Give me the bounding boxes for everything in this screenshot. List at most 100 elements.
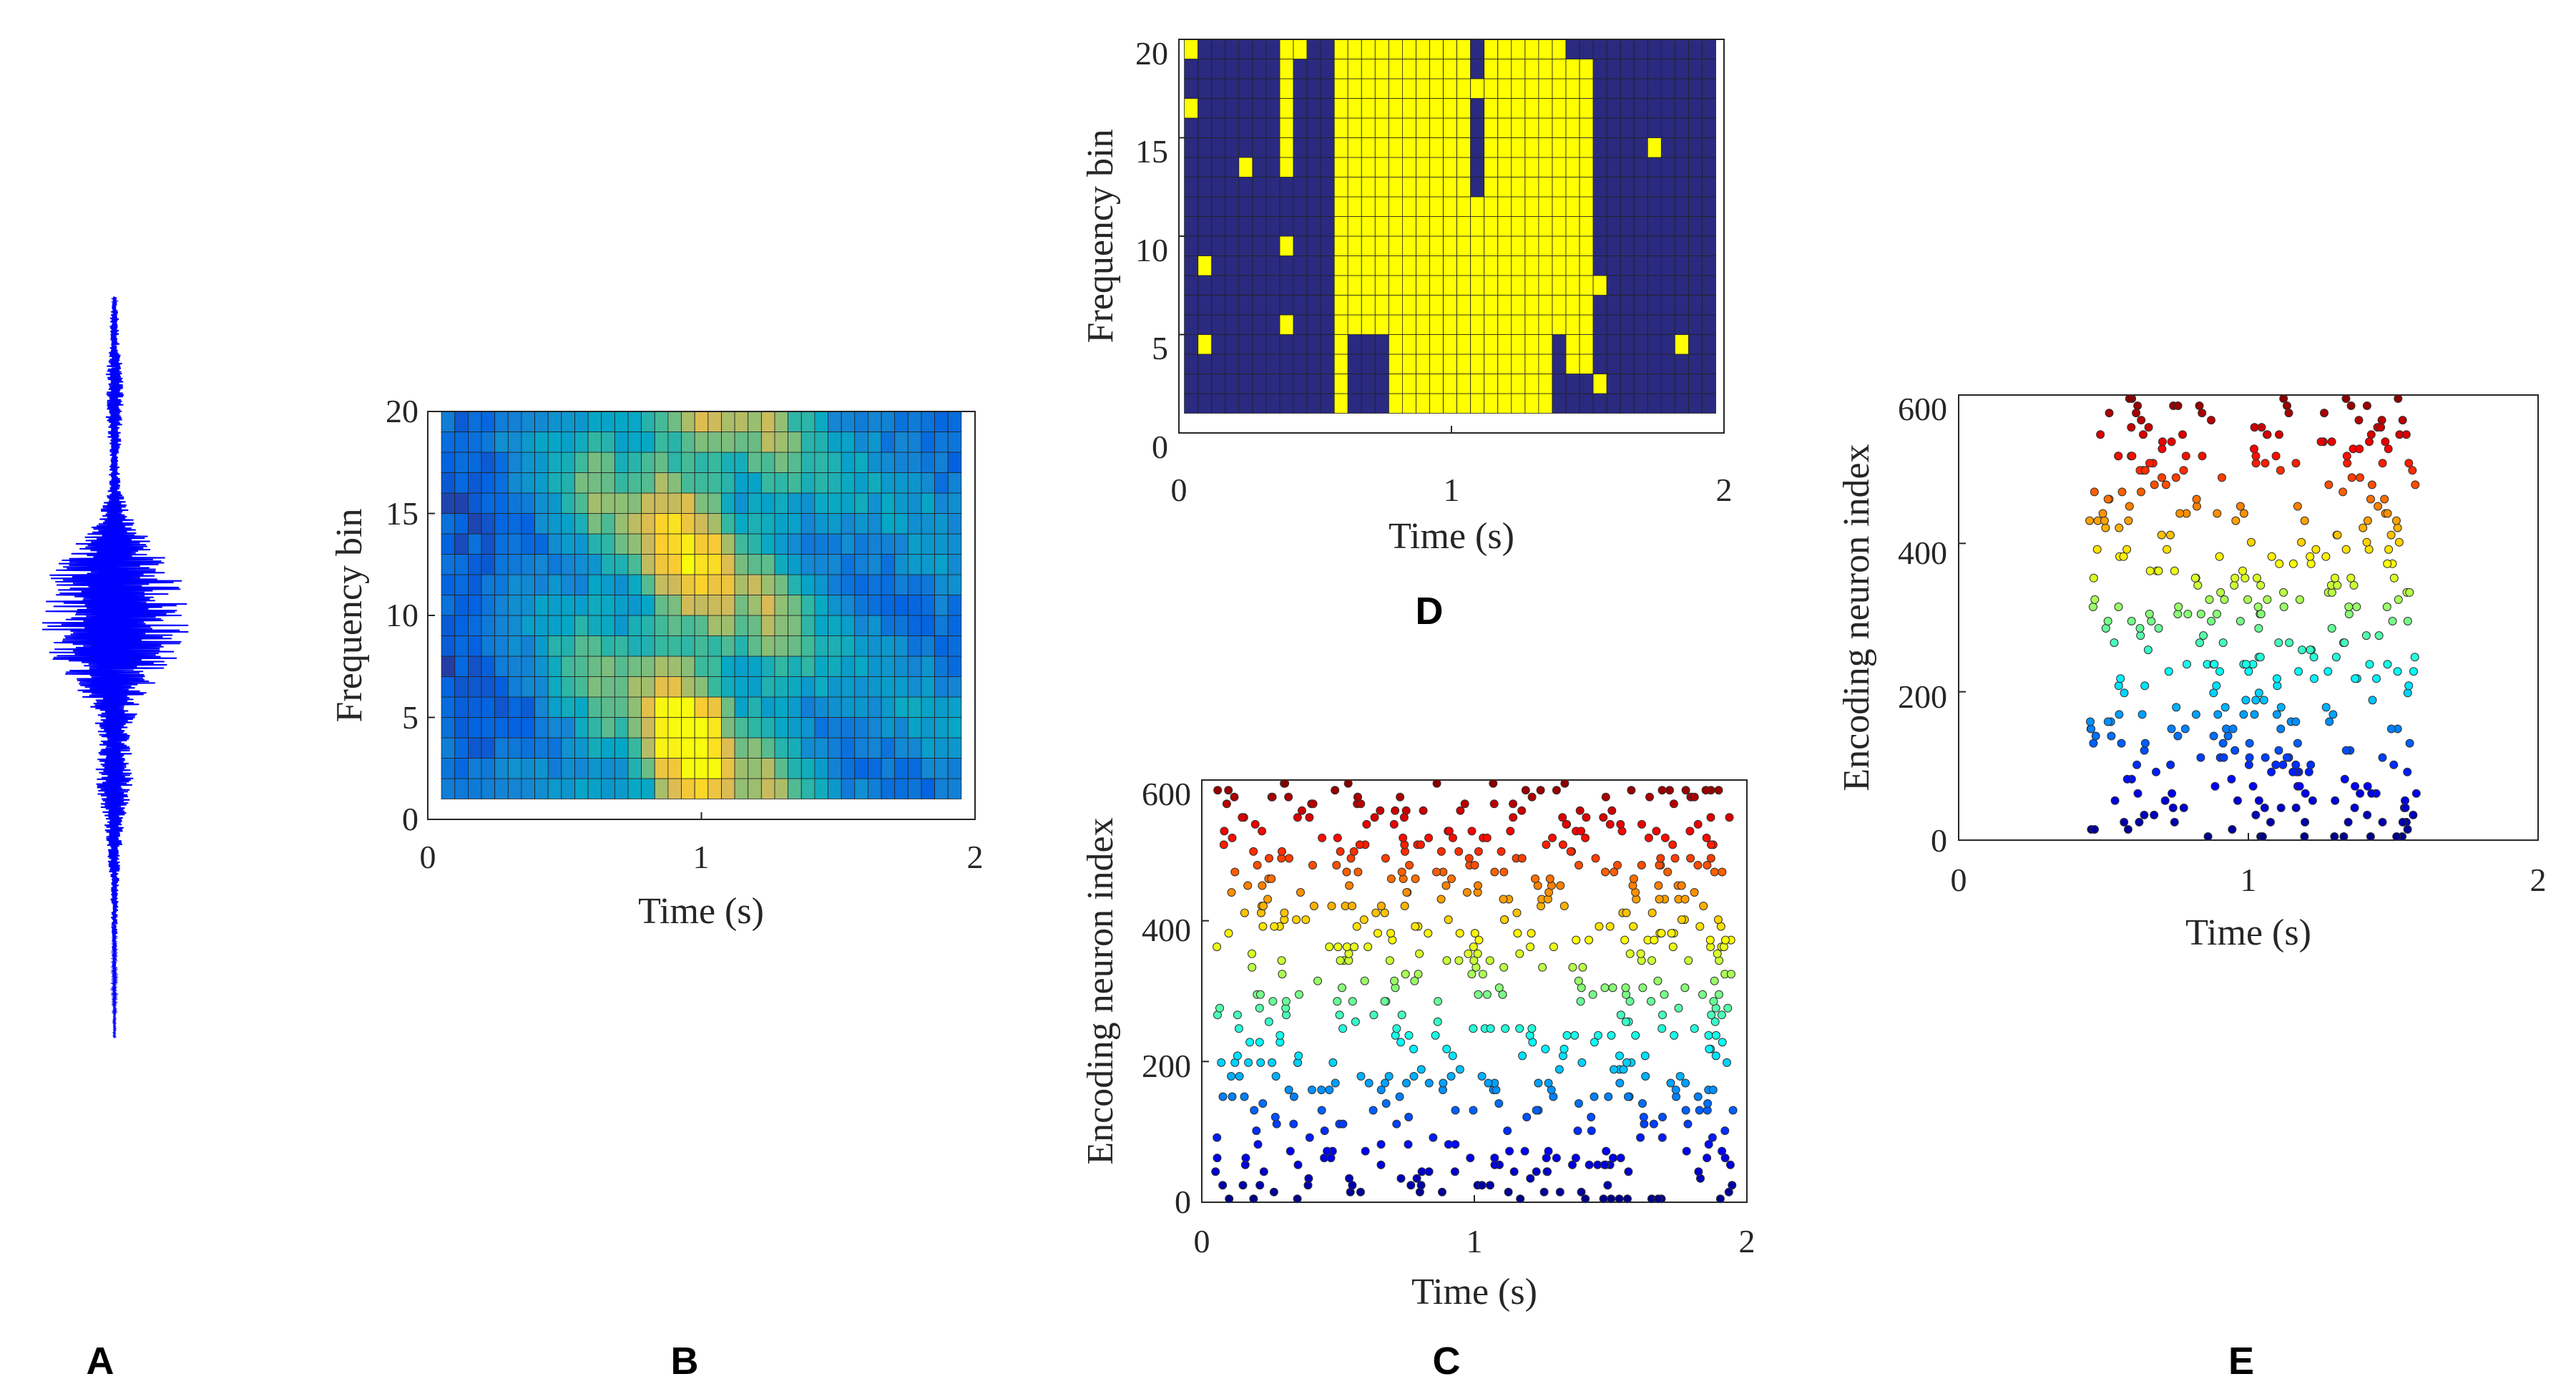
binary-cell-off — [1606, 196, 1621, 217]
spike-point — [1616, 1154, 1625, 1163]
binary-cell-off — [1702, 59, 1716, 79]
binary-cell-on — [1484, 275, 1499, 296]
heatmap-cell — [721, 737, 735, 759]
spike-point — [1572, 935, 1581, 945]
binary-cell-off — [1592, 235, 1607, 256]
spike-point — [2193, 580, 2203, 590]
spike-point — [2090, 487, 2099, 497]
spike-point — [1647, 908, 1657, 917]
binary-cell-off — [1184, 255, 1198, 276]
binary-cell-off — [1265, 393, 1280, 414]
spike-point — [1650, 935, 1659, 945]
spike-point — [2101, 523, 2110, 532]
spike-point — [2386, 530, 2396, 540]
heatmap-cell — [828, 432, 842, 453]
spike-point — [1285, 854, 1293, 863]
binary-cell-on — [1470, 235, 1485, 256]
spike-point — [2283, 401, 2291, 410]
heatmap-cell — [814, 656, 828, 677]
spike-point — [2144, 423, 2153, 432]
spike-point — [1270, 1113, 1280, 1121]
binary-cell-off — [1198, 314, 1213, 335]
binary-cell-off — [1347, 393, 1362, 414]
binary-cell-on — [1333, 393, 1348, 414]
heatmap-cell — [921, 554, 936, 575]
spike-point — [1509, 799, 1518, 809]
binary-cell-off — [1265, 157, 1280, 177]
spike-point — [1392, 1119, 1401, 1129]
spike-point — [1704, 1140, 1713, 1149]
spike-point — [1558, 840, 1567, 849]
binary-cell-off — [1198, 393, 1213, 414]
binary-cell-on — [1524, 235, 1539, 256]
spike-point — [1637, 819, 1646, 829]
spike-point — [1698, 990, 1707, 999]
heatmap-cell — [841, 452, 856, 473]
spike-point — [1304, 1174, 1313, 1183]
spike-point — [1373, 929, 1382, 938]
spike-point — [1684, 956, 1693, 965]
heatmap-cell — [614, 452, 629, 473]
panel-a-waveform — [41, 296, 189, 1038]
heatmap-cell — [494, 452, 509, 473]
spike-point — [2341, 545, 2351, 554]
spike-point — [2101, 624, 2110, 633]
panel-e-ylabel: Encoding neuron index — [1836, 444, 1877, 791]
spike-point — [2381, 437, 2390, 447]
binary-cell-on — [1374, 196, 1389, 217]
binary-cell-off — [1198, 78, 1213, 99]
spike-point — [2361, 631, 2371, 640]
spike-point — [2133, 789, 2142, 798]
spike-point — [2238, 566, 2247, 575]
spike-point — [1270, 922, 1279, 931]
spike-point — [1616, 1010, 1625, 1020]
heatmap-cell — [907, 452, 922, 473]
spike-point — [2306, 645, 2315, 655]
binary-cell-on — [1497, 216, 1512, 237]
spike-point — [1706, 854, 1715, 863]
panel-e-ytick-200: 200 — [1898, 678, 1947, 715]
heatmap-cell — [614, 656, 629, 677]
spike-point — [1441, 881, 1451, 890]
spike-point — [1342, 942, 1351, 952]
binary-cell-off — [1320, 314, 1335, 335]
spike-point — [1464, 854, 1474, 863]
heatmap-cell — [641, 554, 655, 575]
binary-cell-off — [1660, 334, 1675, 355]
heatmap-cell — [521, 737, 535, 759]
spike-point — [2135, 817, 2144, 827]
spike-point — [1720, 1126, 1730, 1136]
spike-point — [2133, 401, 2142, 410]
heatmap-cell — [761, 574, 775, 595]
binary-cell-on — [1552, 137, 1567, 158]
binary-cell-on — [1524, 59, 1539, 79]
spike-point — [2107, 731, 2116, 741]
binary-cell-on — [1374, 78, 1389, 99]
spike-point — [2344, 610, 2354, 618]
binary-cell-off — [1320, 39, 1335, 59]
binary-cell-on — [1484, 216, 1499, 237]
spike-point — [2275, 430, 2283, 439]
spike-point — [1520, 1146, 1529, 1156]
spike-point — [2344, 817, 2353, 827]
spike-point — [2233, 796, 2242, 805]
heatmap-cell — [561, 778, 575, 799]
spike-point — [1248, 949, 1256, 958]
heatmap-cell — [788, 758, 802, 779]
spike-point — [2259, 696, 2268, 705]
spike-point — [1640, 1051, 1650, 1061]
spike-point — [2410, 653, 2419, 662]
binary-cell-on — [1389, 334, 1403, 355]
heatmap-cell — [881, 554, 896, 575]
binary-cell-on — [1552, 59, 1567, 79]
heatmap-cell — [854, 513, 868, 535]
spike-point — [2207, 617, 2216, 625]
binary-cell-on — [1361, 59, 1376, 79]
binary-cell-on — [1674, 334, 1689, 355]
spike-point — [2127, 452, 2137, 461]
heatmap-cell — [521, 696, 535, 718]
binary-cell-off — [1184, 354, 1198, 374]
binary-cell-on — [1565, 137, 1580, 158]
spike-point — [1295, 990, 1303, 999]
spike-point — [1615, 1051, 1624, 1061]
